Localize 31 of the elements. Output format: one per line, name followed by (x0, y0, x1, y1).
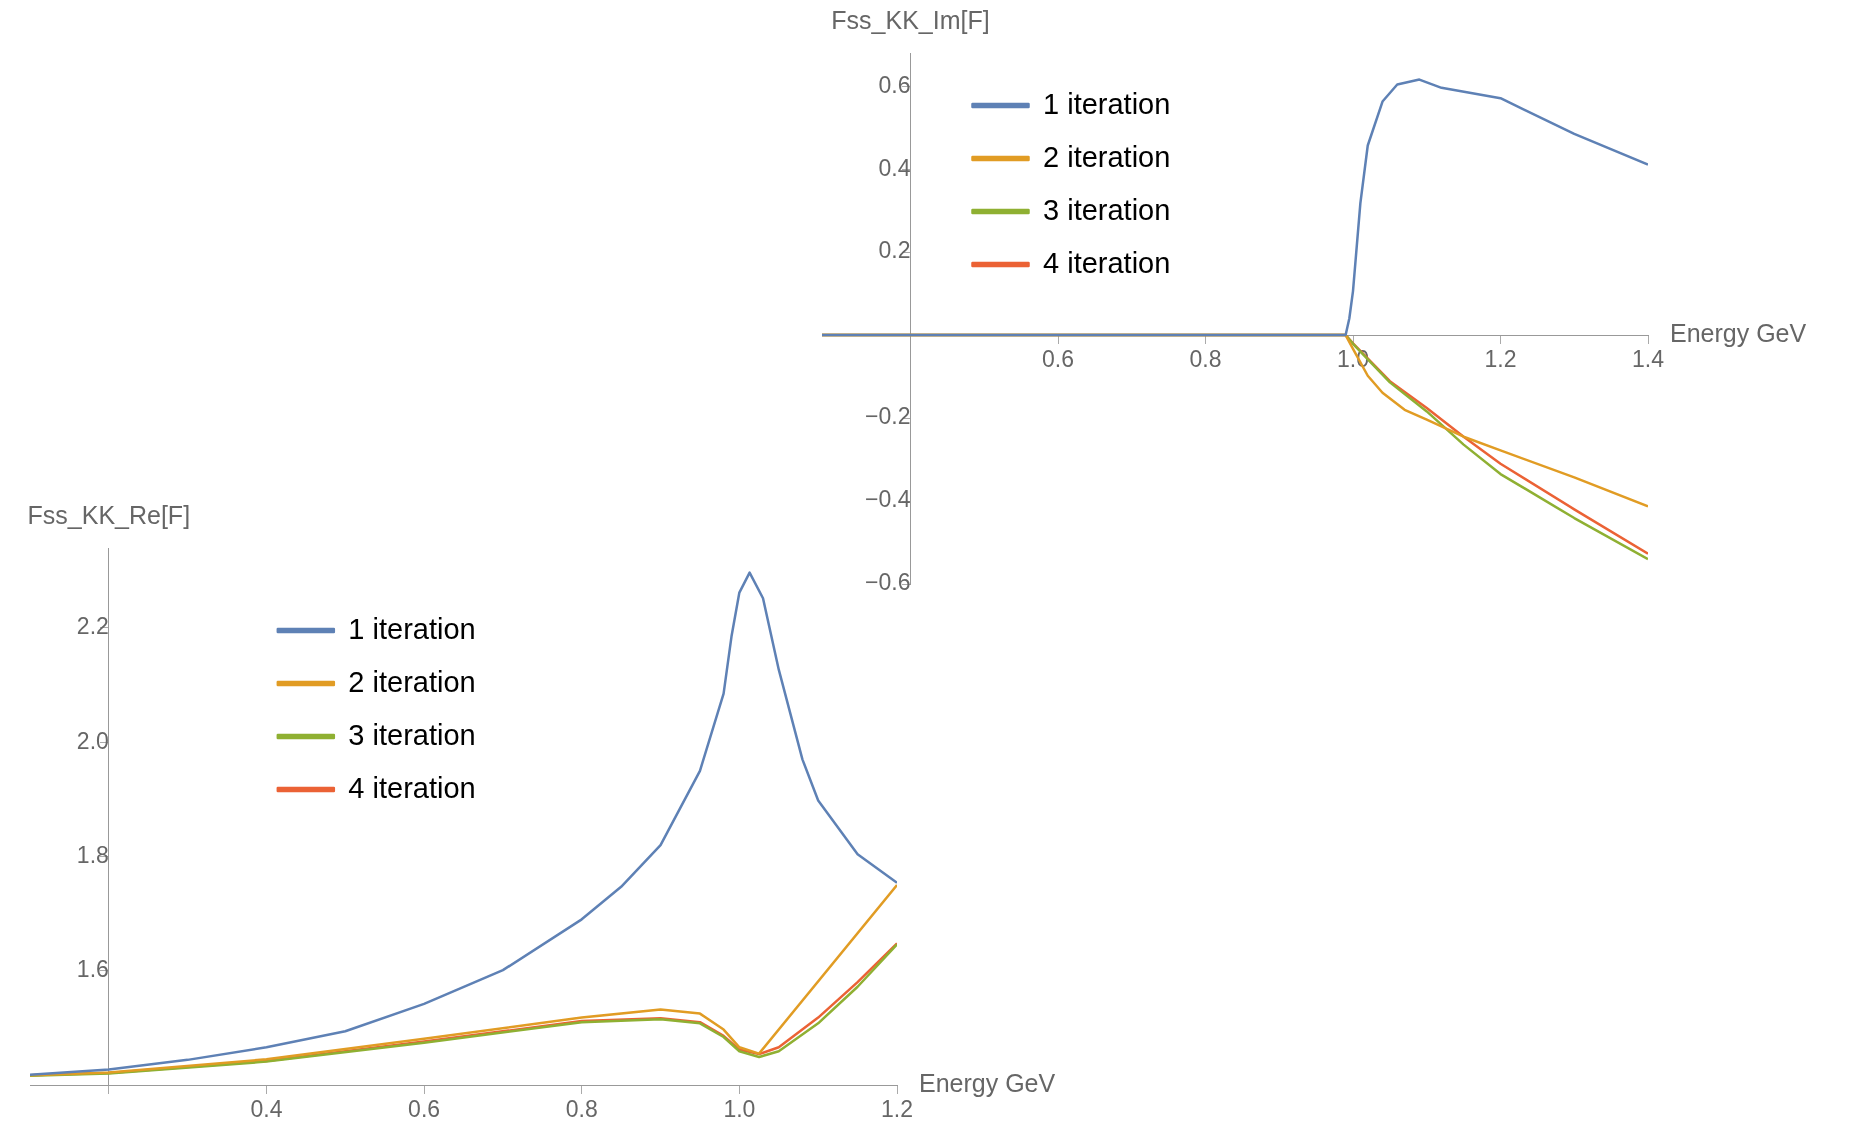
y-tick-label: −0.2 (865, 403, 911, 430)
x-tick-label: 0.8 (1189, 346, 1222, 373)
x-tick-label: 0.6 (408, 1096, 441, 1123)
legend-label: 1 iteration (1043, 87, 1171, 120)
legend-label: 3 iteration (1043, 193, 1171, 226)
y-tick-label: 0.6 (878, 71, 911, 98)
x-tick-label: 0.4 (250, 1096, 283, 1123)
legend-label: 4 iteration (348, 771, 476, 804)
x-tick-label: 1.2 (1484, 346, 1517, 373)
y-tick-label: −0.4 (865, 486, 911, 513)
y-axis-title: Fss_KK_Im[F] (831, 6, 990, 35)
x-axis-title: Energy GeV (1670, 318, 1807, 347)
legend-label: 3 iteration (348, 718, 476, 751)
y-tick-label: 1.6 (76, 956, 109, 983)
y-tick-label: 1.8 (76, 841, 109, 868)
y-tick-label: 0.4 (878, 154, 911, 181)
x-tick-label: 1.4 (1632, 346, 1665, 373)
y-tick-label: 2.0 (76, 727, 109, 754)
legend-label: 2 iteration (348, 665, 476, 698)
legend-label: 2 iteration (1043, 140, 1171, 173)
y-tick-label: 0.2 (878, 237, 911, 264)
x-tick-label: 0.8 (565, 1096, 598, 1123)
y-axis-title: Fss_KK_Re[F] (27, 501, 191, 530)
x-axis-title: Energy GeV (919, 1068, 1056, 1097)
y-tick-label: 2.2 (76, 613, 109, 640)
x-tick-label: 1.2 (881, 1096, 913, 1123)
x-tick-label: 0.6 (1042, 346, 1074, 373)
x-tick-label: 1.0 (723, 1096, 756, 1123)
legend-label: 1 iteration (348, 612, 476, 645)
legend-label: 4 iteration (1043, 246, 1171, 279)
y-tick-label: −0.6 (865, 569, 911, 596)
